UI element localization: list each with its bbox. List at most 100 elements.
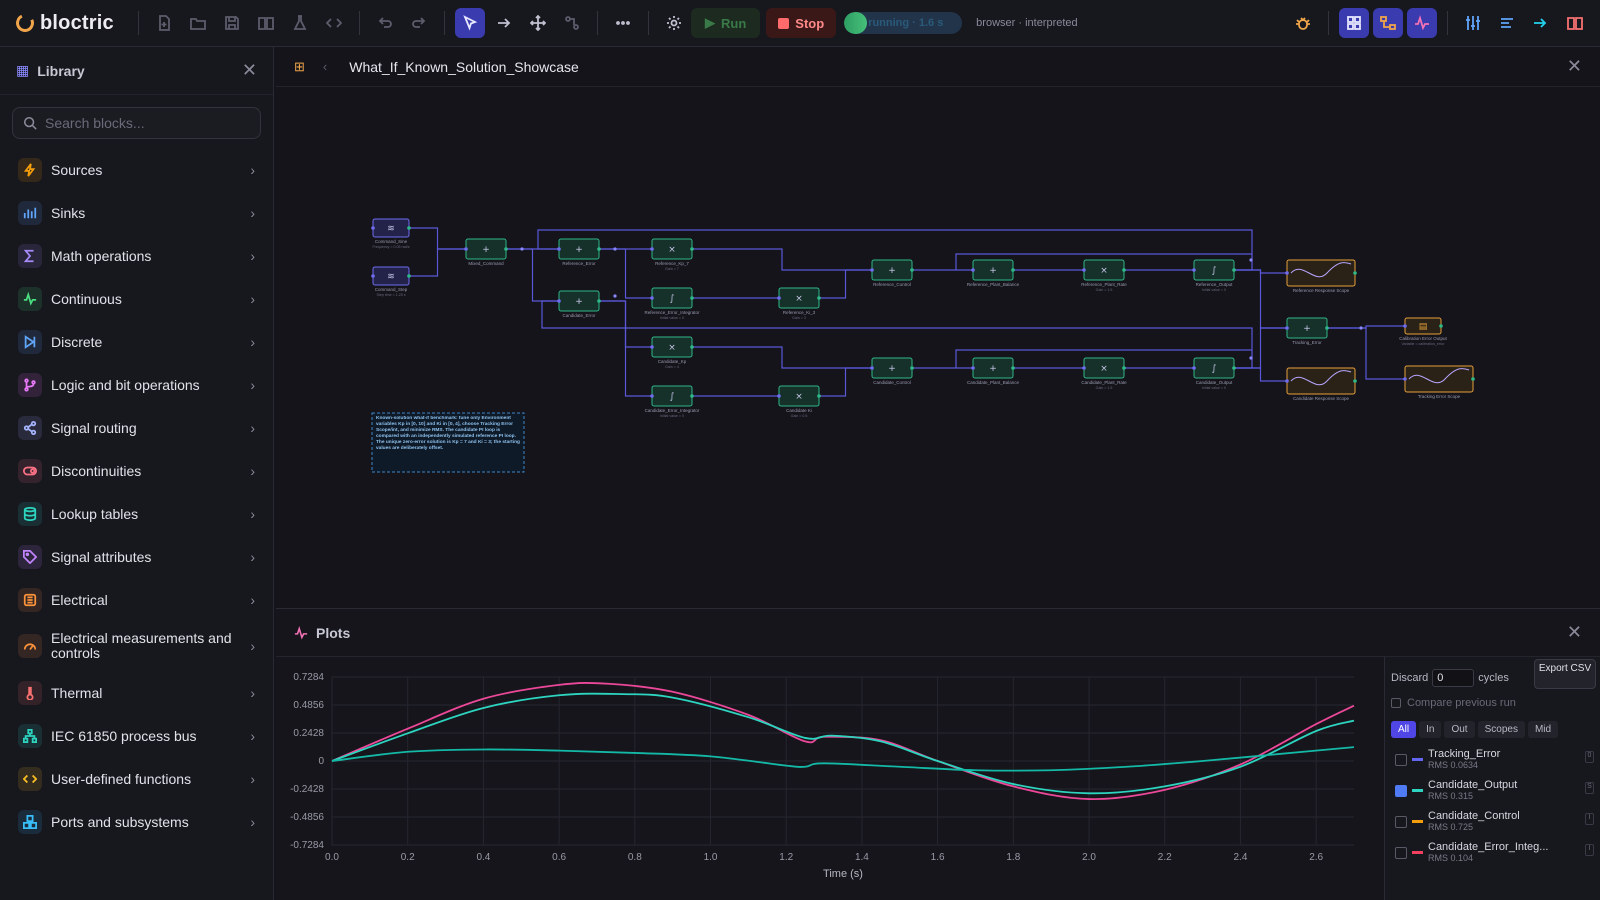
input-port[interactable] — [1285, 379, 1289, 383]
block-cand-err[interactable]: + Candidate_Error — [557, 290, 601, 318]
input-port[interactable] — [1082, 366, 1086, 370]
sidebar-item-ports-and-subsystems[interactable]: Ports and subsystems › — [0, 808, 273, 836]
code-icon[interactable] — [319, 8, 349, 38]
move-icon[interactable] — [523, 8, 553, 38]
sidebar-item-discontinuities[interactable]: Discontinuities › — [0, 457, 273, 485]
signal-checkbox[interactable] — [1395, 847, 1407, 859]
settings-gear-icon[interactable] — [659, 8, 689, 38]
input-port[interactable] — [371, 274, 375, 278]
sidebar-item-electrical[interactable]: Electrical › — [0, 586, 273, 614]
input-port[interactable] — [650, 394, 654, 398]
filter-tab-all[interactable]: All — [1391, 721, 1417, 738]
output-port[interactable] — [690, 394, 694, 398]
output-port[interactable] — [690, 247, 694, 251]
wire[interactable] — [1234, 367, 1287, 382]
wire[interactable] — [692, 346, 872, 369]
compare-previous-checkbox[interactable] — [1391, 698, 1401, 708]
redo-icon[interactable] — [404, 8, 434, 38]
sidebar-item-sources[interactable]: Sources › — [0, 156, 273, 184]
input-port[interactable] — [1192, 366, 1196, 370]
block-cand-ctrl[interactable]: + Candidate_Control — [870, 357, 914, 385]
input-port[interactable] — [1403, 324, 1407, 328]
input-port[interactable] — [650, 247, 654, 251]
share-arrow-icon[interactable] — [1526, 8, 1556, 38]
block-cand-scope[interactable]: Candidate Response Scope — [1285, 367, 1357, 401]
input-port[interactable] — [371, 226, 375, 230]
input-port[interactable] — [1285, 271, 1289, 275]
input-port[interactable] — [1285, 326, 1289, 330]
connect-icon[interactable] — [557, 8, 587, 38]
block-track-err[interactable]: + Tracking_Error — [1285, 317, 1329, 345]
input-port[interactable] — [557, 247, 561, 251]
sidebar-item-sinks[interactable]: Sinks › — [0, 199, 273, 227]
sidebar-item-thermal[interactable]: Thermal › — [0, 679, 273, 707]
signal-row[interactable]: Tracking_Error RMS 0.0634 0 — [1395, 748, 1600, 779]
block-track-scope[interactable]: Tracking Error Scope — [1403, 365, 1475, 399]
hierarchy-icon[interactable]: ⊞ — [294, 58, 305, 74]
output-port[interactable] — [690, 296, 694, 300]
select-pointer-icon[interactable] — [455, 8, 485, 38]
output-port[interactable] — [597, 247, 601, 251]
filter-tab-mid[interactable]: Mid — [1527, 721, 1559, 738]
input-port[interactable] — [971, 366, 975, 370]
feedback-wire[interactable] — [955, 253, 1252, 270]
filter-tab-in[interactable]: In — [1419, 721, 1442, 738]
block-ref-ctrl[interactable]: + Reference_Control — [870, 259, 914, 287]
output-port[interactable] — [817, 394, 821, 398]
output-port[interactable] — [1325, 326, 1329, 330]
sidebar-item-iec-61850-process-bus[interactable]: IEC 61850 process bus › — [0, 722, 273, 750]
sidebar-item-electrical-measurements-and-controls[interactable]: Electrical measurements and controls › — [0, 626, 273, 666]
block-ref-scope[interactable]: Reference Response Scope — [1285, 259, 1357, 293]
output-port[interactable] — [504, 247, 508, 251]
wire[interactable] — [819, 269, 872, 299]
wire[interactable] — [599, 300, 652, 397]
input-port[interactable] — [650, 296, 654, 300]
bug-icon[interactable] — [1288, 8, 1318, 38]
signal-checkbox[interactable] — [1395, 785, 1407, 797]
block-mixed[interactable]: + Mixed_Command — [464, 238, 508, 266]
input-port[interactable] — [777, 394, 781, 398]
signal-row[interactable]: Candidate_Control RMS 0.725 I — [1395, 810, 1600, 841]
stop-button[interactable]: Stop — [766, 8, 837, 38]
model-canvas[interactable]: ≋ Command_Sine Frequency = 0.05 rad/s ≋ Comm… — [276, 88, 1600, 608]
docs-book-icon[interactable] — [1560, 8, 1590, 38]
wire[interactable] — [1234, 269, 1287, 329]
close-plots-icon[interactable]: ✕ — [1566, 622, 1582, 642]
output-port[interactable] — [597, 299, 601, 303]
wire[interactable] — [1327, 327, 1405, 380]
arrow-right-icon[interactable] — [489, 8, 519, 38]
undo-icon[interactable] — [370, 8, 400, 38]
wire[interactable] — [819, 367, 872, 397]
run-button[interactable]: ▶ Run — [691, 8, 761, 38]
sidebar-item-math-operations[interactable]: Math operations › — [0, 242, 273, 270]
plot-view-icon[interactable] — [1407, 8, 1437, 38]
wire[interactable] — [1234, 327, 1287, 369]
signal-chart[interactable]: 0.7284 0.4856 0.2428 0 -0.2428 -0.4856 -0.7284… — [276, 657, 1384, 900]
sidebar-item-user-defined-functions[interactable]: User-defined functions › — [0, 765, 273, 793]
export-csv-button[interactable]: Export CSV — [1534, 659, 1596, 689]
block-ref-err[interactable]: + Reference_Error — [557, 238, 601, 266]
output-port[interactable] — [1122, 268, 1126, 272]
input-port[interactable] — [650, 345, 654, 349]
input-port[interactable] — [1403, 377, 1407, 381]
output-port[interactable] — [690, 345, 694, 349]
feedback-wire[interactable] — [537, 229, 1253, 271]
output-port[interactable] — [1122, 366, 1126, 370]
feedback-wire[interactable] — [955, 349, 1252, 368]
sidebar-item-logic-and-bit-operations[interactable]: Logic and bit operations › — [0, 371, 273, 399]
input-port[interactable] — [557, 299, 561, 303]
sidebar-item-lookup-tables[interactable]: Lookup tables › — [0, 500, 273, 528]
